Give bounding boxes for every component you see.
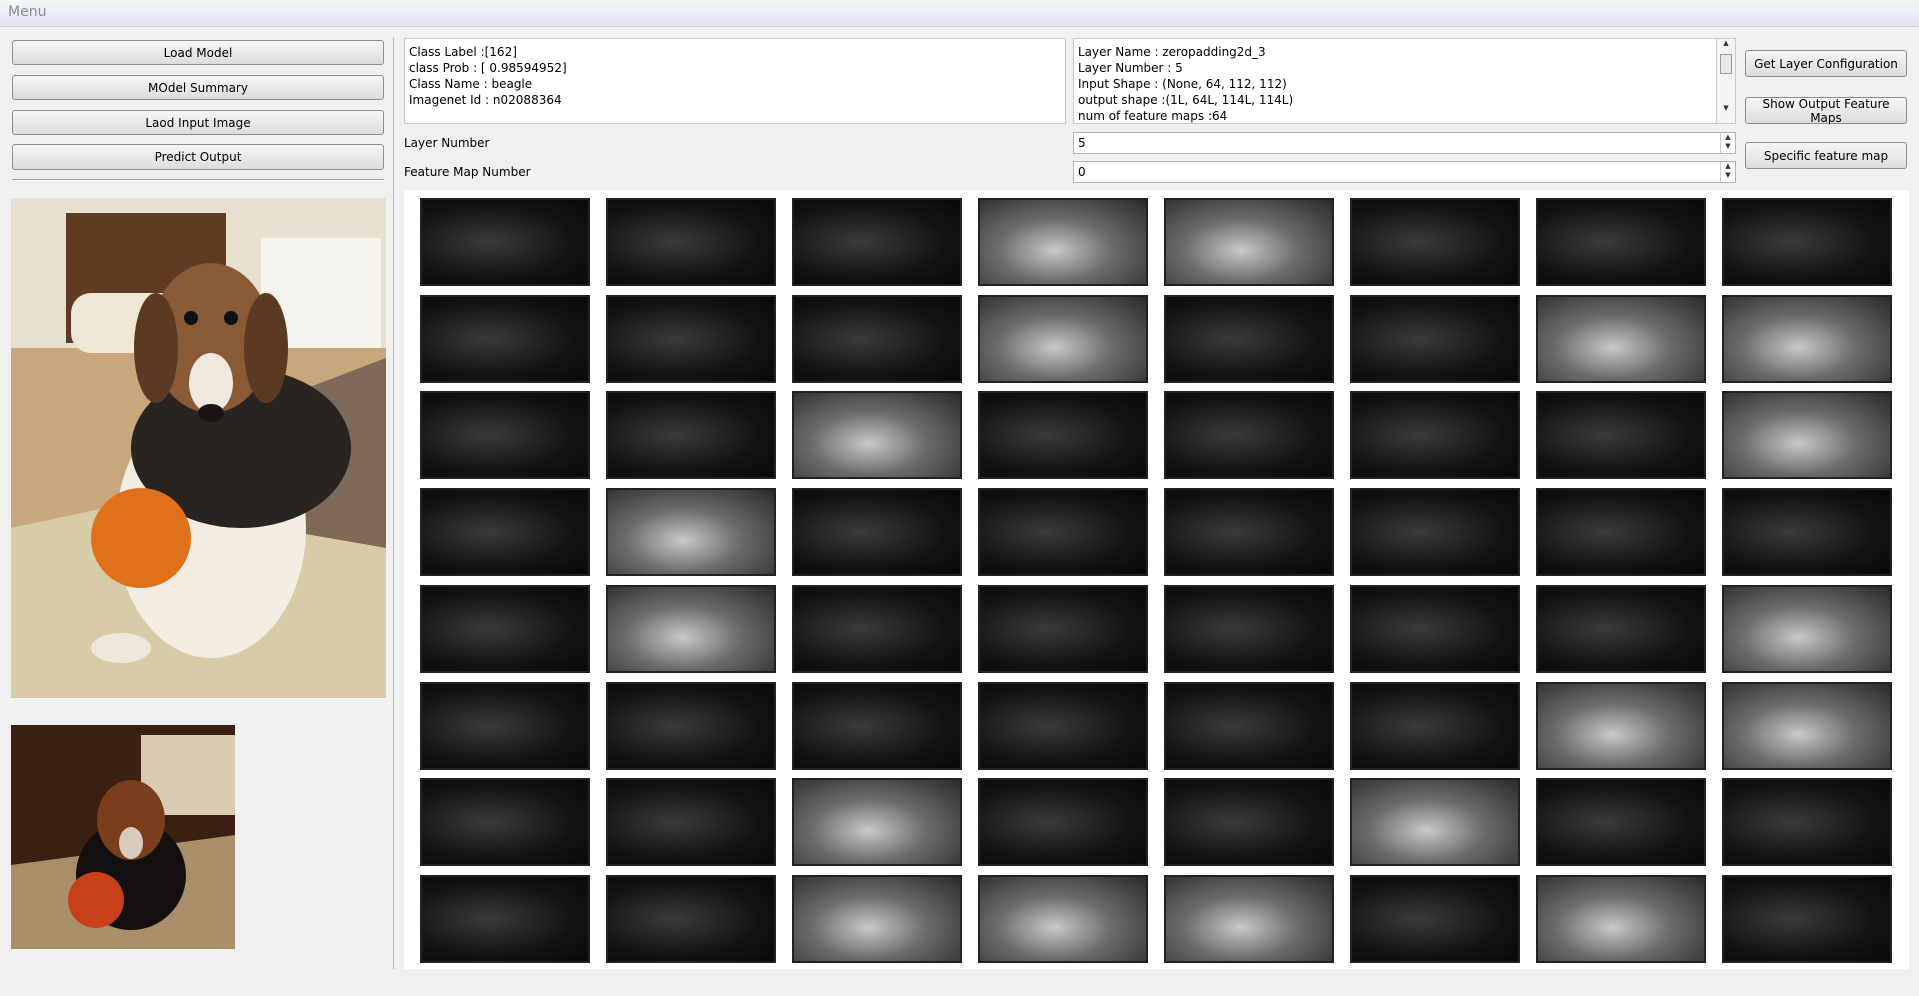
- feature-map-thumbnail: [1164, 874, 1334, 963]
- feature-map-thumbnail: [1350, 778, 1520, 867]
- feature-map-thumbnail: [1350, 198, 1520, 286]
- feature-map-thumbnail: [1536, 198, 1706, 286]
- feature-map-thumbnail: [1722, 198, 1892, 286]
- feature-map-thumbnail: [606, 198, 776, 286]
- feature-map-thumbnail: [978, 198, 1148, 286]
- layer-info-line: Layer Name : zeropadding2d_3: [1078, 45, 1266, 59]
- feature-map-thumbnail: [978, 294, 1148, 383]
- prediction-line: class Prob : [ 0.98594952]: [409, 61, 567, 75]
- feature-map-thumbnail: [1164, 198, 1334, 286]
- preprocessed-image: [11, 725, 235, 949]
- model-summary-button[interactable]: MOdel Summary: [12, 75, 384, 100]
- feature-map-thumbnail: [606, 778, 776, 867]
- feature-map-thumbnail: [978, 488, 1148, 577]
- feature-map-thumbnail: [420, 198, 590, 286]
- scrollbar[interactable]: ▲ ▼: [1716, 39, 1735, 123]
- layer-info-line: Input Shape : (None, 64, 112, 112): [1078, 77, 1287, 91]
- feature-map-thumbnail: [1536, 294, 1706, 383]
- feature-map-input[interactable]: 0 ▲ ▼: [1073, 161, 1736, 183]
- feature-map-thumbnail: [1350, 584, 1520, 673]
- feature-map-thumbnail: [606, 391, 776, 480]
- feature-map-thumbnail: [420, 488, 590, 577]
- feature-map-thumbnail: [792, 198, 962, 286]
- feature-map-grid: [404, 190, 1909, 969]
- input-image: [11, 198, 386, 698]
- feature-map-thumbnail: [1350, 874, 1520, 963]
- feature-map-thumbnail: [978, 681, 1148, 770]
- load-image-button[interactable]: Laod Input Image: [12, 110, 384, 135]
- feature-map-thumbnail: [978, 874, 1148, 963]
- feature-map-thumbnail: [1350, 681, 1520, 770]
- menu[interactable]: Menu: [0, 0, 1919, 27]
- feature-map-value: 0: [1078, 165, 1086, 179]
- layer-config-button[interactable]: Get Layer Configuration: [1745, 50, 1907, 77]
- feature-map-thumbnail: [420, 681, 590, 770]
- prediction-line: Imagenet Id : n02088364: [409, 93, 562, 107]
- feature-map-thumbnail: [1350, 391, 1520, 480]
- feature-map-thumbnail: [1536, 391, 1706, 480]
- feature-map-thumbnail: [1722, 294, 1892, 383]
- feature-map-thumbnail: [1536, 874, 1706, 963]
- feature-map-thumbnail: [1722, 778, 1892, 867]
- feature-map-label: Feature Map Number: [404, 165, 531, 179]
- feature-map-thumbnail: [606, 584, 776, 673]
- feature-map-thumbnail: [792, 391, 962, 480]
- feature-map-thumbnail: [792, 584, 962, 673]
- feature-map-thumbnail: [606, 294, 776, 383]
- specific-map-button[interactable]: Specific feature map: [1745, 142, 1907, 169]
- layer-info-line: Layer Number : 5: [1078, 61, 1183, 75]
- feature-map-thumbnail: [1164, 778, 1334, 867]
- layer-info-box: Layer Name : zeropadding2d_3 Layer Numbe…: [1073, 38, 1736, 124]
- feature-map-thumbnail: [606, 681, 776, 770]
- feature-map-thumbnail: [792, 488, 962, 577]
- layer-info-line: num of feature maps :64: [1078, 109, 1228, 123]
- feature-map-thumbnail: [792, 294, 962, 383]
- feature-map-thumbnail: [1722, 681, 1892, 770]
- feature-map-thumbnail: [792, 681, 962, 770]
- feature-map-thumbnail: [1536, 681, 1706, 770]
- layer-number-input[interactable]: 5 ▲ ▼: [1073, 132, 1736, 154]
- load-model-button[interactable]: Load Model: [12, 40, 384, 65]
- feature-map-thumbnail: [1164, 488, 1334, 577]
- feature-map-thumbnail: [1536, 584, 1706, 673]
- layer-number-label: Layer Number: [404, 136, 490, 150]
- prediction-line: Class Name : beagle: [409, 77, 533, 91]
- feature-map-thumbnail: [1722, 391, 1892, 480]
- layer-info-line: output shape :(1L, 64L, 114L, 114L): [1078, 93, 1294, 107]
- feature-map-thumbnail: [420, 391, 590, 480]
- feature-map-thumbnail: [792, 778, 962, 867]
- feature-map-thumbnail: [1164, 391, 1334, 480]
- prediction-box: Class Label :[162] class Prob : [ 0.9859…: [404, 38, 1066, 124]
- feature-map-thumbnail: [1164, 681, 1334, 770]
- feature-map-thumbnail: [1722, 584, 1892, 673]
- feature-map-thumbnail: [1350, 488, 1520, 577]
- feature-map-thumbnail: [420, 294, 590, 383]
- feature-map-thumbnail: [978, 584, 1148, 673]
- feature-map-thumbnail: [606, 488, 776, 577]
- predict-button[interactable]: Predict Output: [12, 144, 384, 170]
- divider: [393, 37, 394, 969]
- feature-map-thumbnail: [792, 874, 962, 963]
- layer-number-value: 5: [1078, 136, 1086, 150]
- feature-map-thumbnail: [1164, 584, 1334, 673]
- feature-map-thumbnail: [420, 874, 590, 963]
- feature-map-thumbnail: [978, 778, 1148, 867]
- feature-map-thumbnail: [420, 584, 590, 673]
- feature-maps-button[interactable]: Show Output Feature Maps: [1745, 97, 1907, 125]
- feature-map-thumbnail: [1350, 294, 1520, 383]
- feature-map-thumbnail: [1722, 488, 1892, 577]
- feature-map-thumbnail: [1536, 488, 1706, 577]
- feature-map-thumbnail: [420, 778, 590, 867]
- feature-map-thumbnail: [978, 391, 1148, 480]
- prediction-line: Class Label :[162]: [409, 45, 517, 59]
- feature-map-thumbnail: [1536, 778, 1706, 867]
- separator: [12, 179, 384, 181]
- feature-map-thumbnail: [1164, 294, 1334, 383]
- feature-map-thumbnail: [1722, 874, 1892, 963]
- feature-map-thumbnail: [606, 874, 776, 963]
